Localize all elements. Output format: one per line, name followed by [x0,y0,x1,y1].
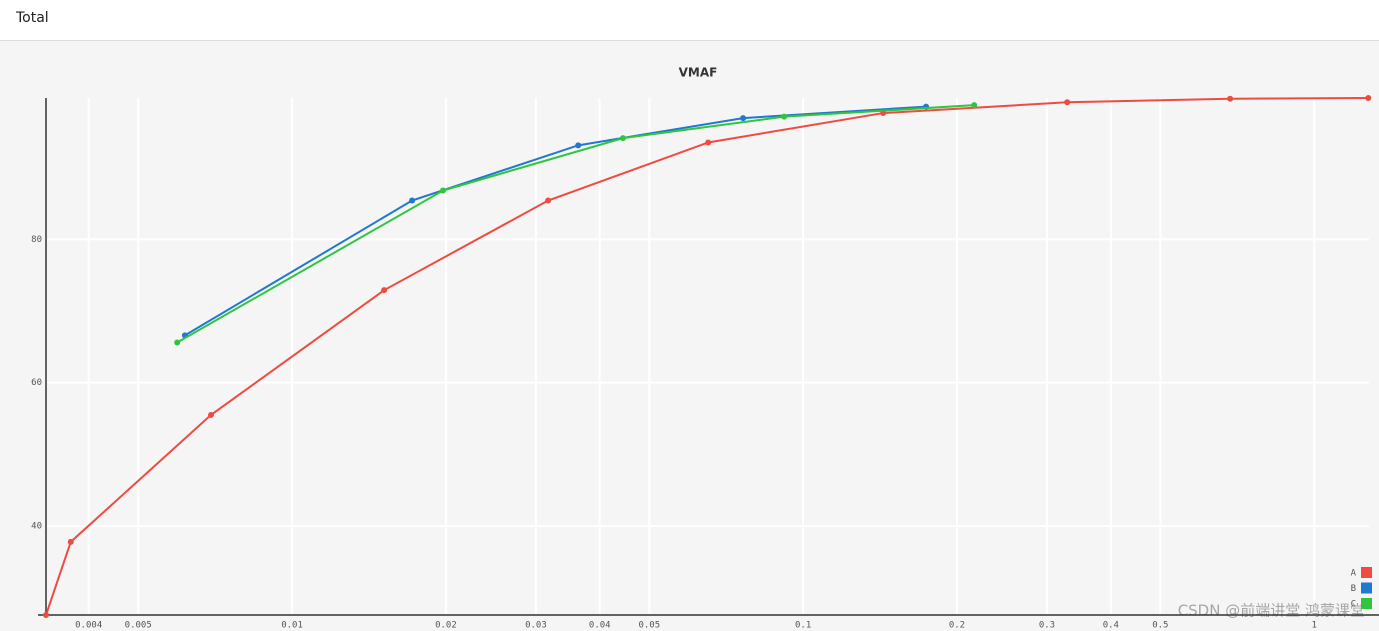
data-point [1227,95,1234,102]
x-tick-label: 0.05 [638,621,660,631]
x-tick-label: 0.004 [75,621,102,631]
x-tick-label: 0.4 [1103,621,1119,631]
data-point [740,115,747,122]
series-line [176,104,975,344]
x-tick-label: 0.02 [435,621,457,631]
series-line [184,105,927,337]
data-point [575,142,582,149]
watermark: CSDN @前端讲堂 鸿蒙课堂 [1178,602,1365,620]
data-point [1365,95,1372,101]
legend-swatch [1361,567,1372,578]
legend-label: C [1351,600,1356,610]
data-point [174,339,181,346]
data-point [67,538,74,545]
legend-swatch [1361,582,1372,594]
data-point [207,411,214,418]
chart-title: VMAF [679,66,718,80]
data-point [619,135,626,142]
data-point [971,102,978,109]
data-point [409,197,416,204]
legend-swatch [1361,598,1372,609]
data-point [545,197,552,204]
series-line [45,97,1369,616]
x-tick-label: 0.04 [589,621,611,631]
y-tick-label: 60 [31,378,42,388]
header: Total [0,0,1379,41]
y-tick-label: 80 [31,235,42,245]
header-title: Total [16,10,49,26]
data-point [781,113,788,120]
legend-label: A [1351,569,1357,579]
data-point [705,139,712,146]
data-point [381,287,388,294]
x-tick-label: 1 [1311,621,1316,631]
data-point [1064,99,1071,106]
legend-label: B [1351,584,1356,594]
x-tick-label: 0.2 [949,621,965,631]
x-tick-label: 0.3 [1039,621,1055,631]
chart: VMAF CSDN @前端讲堂 鸿蒙课堂 0.004 0.005 0.01 0.02 0… [31,66,1379,631]
data-point [43,612,49,618]
x-tick-label: 0.5 [1152,621,1168,631]
x-tick-label: 0.01 [281,621,303,631]
data-point [440,187,447,194]
x-tick-label: 0.1 [795,621,811,631]
x-tick-label: 0.005 [125,621,152,631]
y-tick-label: 40 [31,522,42,532]
x-tick-label: 0.03 [525,621,547,631]
